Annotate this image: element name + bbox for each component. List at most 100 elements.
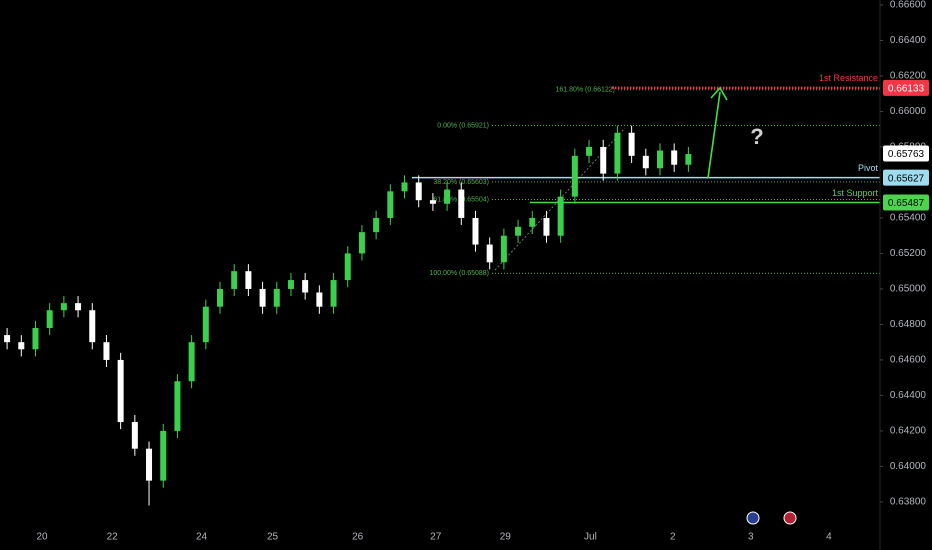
y-tick-label: 0.64000 bbox=[890, 461, 927, 472]
y-tick-label: 0.65200 bbox=[890, 248, 927, 259]
candle-body bbox=[415, 182, 422, 201]
candle bbox=[671, 143, 678, 172]
candle bbox=[373, 210, 380, 240]
candle-body bbox=[671, 150, 678, 165]
candle-body bbox=[103, 342, 110, 360]
candle bbox=[117, 352, 124, 430]
fib-label: 0.00% (0.65921) bbox=[437, 122, 489, 129]
candle bbox=[4, 327, 11, 350]
candle bbox=[302, 272, 309, 300]
candle bbox=[415, 175, 422, 208]
candle-body bbox=[89, 310, 96, 343]
x-tick-label: 29 bbox=[500, 532, 512, 543]
candle-body bbox=[571, 155, 578, 197]
candle bbox=[160, 423, 167, 488]
flag-icon bbox=[746, 511, 760, 525]
candle-body bbox=[60, 303, 67, 311]
candle bbox=[387, 184, 394, 226]
candle-body bbox=[4, 335, 11, 343]
candle bbox=[344, 246, 351, 288]
candle bbox=[188, 335, 195, 389]
x-tick-label: 26 bbox=[352, 532, 364, 543]
candle-body bbox=[117, 359, 124, 423]
arrow-head bbox=[710, 86, 728, 101]
candle bbox=[543, 210, 550, 243]
candle bbox=[273, 281, 280, 314]
candle bbox=[358, 225, 365, 261]
x-tick-label: 25 bbox=[267, 532, 279, 543]
candle bbox=[444, 182, 451, 211]
candle-body bbox=[273, 288, 280, 307]
candle bbox=[657, 143, 663, 176]
candle bbox=[316, 285, 323, 314]
candle bbox=[174, 374, 181, 439]
candle-body bbox=[614, 132, 621, 174]
level-price-label-box bbox=[883, 169, 929, 186]
candle bbox=[557, 189, 564, 243]
candle-body bbox=[18, 342, 25, 350]
candle bbox=[628, 125, 635, 163]
candle bbox=[245, 264, 252, 297]
candle-body bbox=[429, 200, 436, 204]
candle bbox=[642, 148, 649, 176]
candle bbox=[231, 264, 238, 297]
level-price-label: 0.65487 bbox=[888, 198, 925, 209]
candle-body bbox=[600, 146, 607, 174]
x-tick-label: 22 bbox=[107, 532, 119, 543]
candle-body bbox=[344, 253, 351, 281]
candle-body bbox=[316, 292, 323, 307]
y-tick-label: 0.64600 bbox=[890, 355, 927, 366]
y-tick-label: 0.64400 bbox=[890, 390, 927, 401]
candle-body bbox=[188, 342, 195, 382]
fib-label: 161.80% (0.66122) bbox=[555, 87, 615, 94]
y-tick-label: 0.63800 bbox=[890, 497, 927, 508]
candle-body bbox=[160, 430, 167, 481]
candle-body bbox=[131, 422, 138, 449]
y-tick-label: 0.66000 bbox=[890, 106, 927, 117]
candle bbox=[32, 320, 39, 357]
candle bbox=[202, 299, 209, 350]
y-tick-label: 0.64800 bbox=[890, 319, 927, 330]
candle-body bbox=[529, 217, 536, 227]
y-tick-label: 0.66600 bbox=[890, 0, 927, 11]
fib-label: 38.20% (0.65603) bbox=[433, 179, 489, 186]
candle-body bbox=[543, 217, 550, 236]
candle bbox=[571, 148, 578, 204]
candle bbox=[46, 303, 53, 336]
level-name: 1st Resistance bbox=[819, 73, 878, 83]
candle-body bbox=[202, 306, 209, 343]
candle bbox=[103, 335, 110, 368]
candle-body bbox=[75, 303, 82, 311]
candle-body bbox=[373, 217, 380, 233]
candle-body bbox=[32, 327, 39, 350]
candle-body bbox=[586, 146, 593, 156]
candle bbox=[685, 146, 692, 172]
candle-body bbox=[217, 288, 223, 307]
candle-body bbox=[146, 448, 153, 481]
candle bbox=[529, 210, 536, 234]
forecast-arrow bbox=[707, 86, 728, 179]
candle bbox=[259, 281, 266, 314]
candle bbox=[146, 441, 153, 506]
candle bbox=[600, 139, 607, 181]
candle-body bbox=[486, 244, 493, 263]
candle-body bbox=[472, 217, 479, 245]
candle-body bbox=[401, 182, 408, 192]
candle-body bbox=[657, 150, 663, 169]
fib-label: 100.00% (0.65088) bbox=[429, 270, 489, 277]
candle-body bbox=[628, 132, 635, 156]
candle-body bbox=[515, 226, 522, 236]
candle bbox=[472, 210, 479, 252]
candle bbox=[614, 125, 621, 181]
current-price-label-box bbox=[883, 145, 929, 162]
x-tick-label: 3 bbox=[748, 532, 754, 543]
candle bbox=[401, 175, 408, 199]
candle-body bbox=[259, 288, 266, 307]
candle-body bbox=[685, 154, 692, 165]
x-tick-label: 2 bbox=[670, 532, 676, 543]
candle-body bbox=[46, 310, 53, 328]
event-icons bbox=[746, 511, 797, 525]
